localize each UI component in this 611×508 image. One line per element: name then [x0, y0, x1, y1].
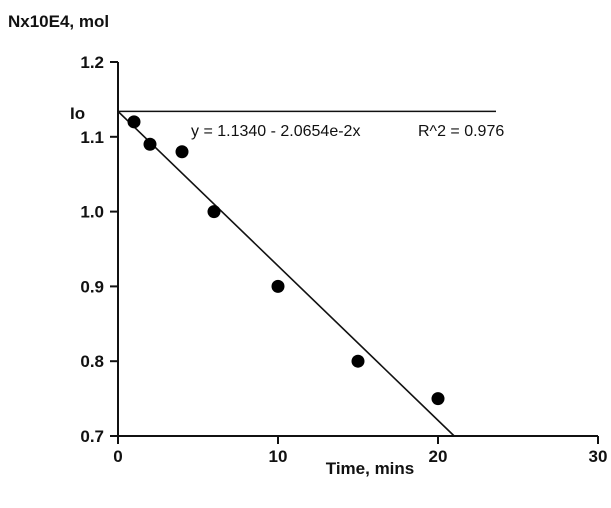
data-point-4 — [271, 279, 285, 293]
y-tick-label-1: 0.8 — [80, 352, 104, 371]
x-tick-label-3: 30 — [589, 447, 608, 466]
r-squared: R^2 = 0.976 — [418, 123, 504, 140]
y-axis-label: Nx10E4, mol — [8, 12, 109, 31]
data-point-1 — [143, 137, 157, 151]
x-tick-label-1: 10 — [269, 447, 288, 466]
ticks — [110, 61, 599, 444]
fit-line — [117, 110, 455, 437]
x-tick-label-2: 20 — [429, 447, 448, 466]
x-axis-label: Time, mins — [326, 459, 415, 478]
data-points — [127, 115, 445, 406]
y-tick-label-2: 0.9 — [80, 277, 104, 296]
x-tick-label-0: 0 — [113, 447, 122, 466]
reference-line-label: Io — [70, 104, 85, 123]
y-tick-label-5: 1.2 — [80, 53, 104, 72]
data-point-2 — [175, 145, 189, 159]
data-point-6 — [431, 392, 445, 406]
tick-labels: 0 10 20 30 0.7 0.8 0.9 1.0 1.1 1.2 — [80, 53, 607, 466]
data-point-5 — [351, 354, 365, 368]
y-tick-label-3: 1.0 — [80, 203, 104, 222]
y-tick-label-0: 0.7 — [80, 427, 104, 446]
fit-equation: y = 1.1340 - 2.0654e-2x — [191, 123, 360, 140]
data-point-0 — [127, 115, 141, 129]
y-tick-label-4: 1.1 — [80, 128, 104, 147]
data-point-3 — [207, 205, 221, 219]
